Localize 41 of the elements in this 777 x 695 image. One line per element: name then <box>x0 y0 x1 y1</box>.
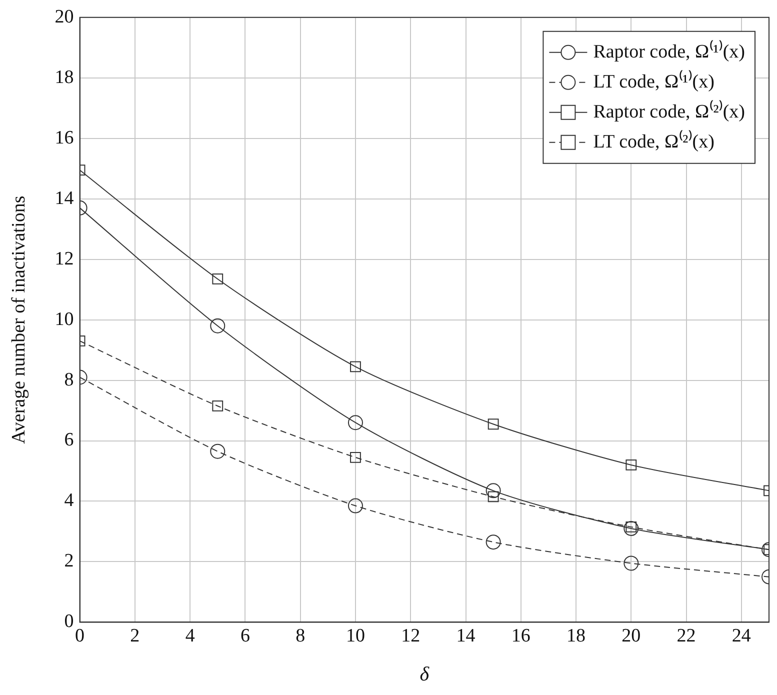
x-tick-label: 16 <box>511 626 530 647</box>
y-tick-label: 6 <box>64 430 74 451</box>
x-tick-label: 2 <box>130 626 140 647</box>
point <box>212 400 224 412</box>
point <box>210 444 226 459</box>
x-tick-label: 10 <box>346 626 365 647</box>
point <box>488 491 499 502</box>
legend-label: Raptor code, Ω⁽²⁾(x) <box>593 99 746 122</box>
y-axis-title: Average number of inactivations <box>8 196 30 444</box>
y-tick-label: 10 <box>54 308 74 330</box>
x-tick-label: 12 <box>401 626 420 647</box>
x-tick-label: 6 <box>240 626 250 647</box>
point <box>350 361 361 372</box>
y-tick-label: 14 <box>54 188 74 209</box>
x-tick-label: 4 <box>185 626 196 647</box>
y-tick-label: 0 <box>64 611 74 632</box>
point <box>488 418 499 430</box>
point <box>486 534 501 550</box>
x-tick-label: 22 <box>676 626 696 647</box>
x-tick-label: 24 <box>732 626 752 647</box>
legend-label: LT code, Ω⁽¹⁾(x) <box>593 69 714 92</box>
point <box>210 318 226 334</box>
point <box>348 498 363 514</box>
x-axis-title: δ <box>420 663 430 686</box>
y-tick-label: 12 <box>54 248 74 270</box>
y-tick-label: 16 <box>54 127 74 148</box>
y-tick-label: 8 <box>64 369 74 390</box>
x-tick-label: 14 <box>456 626 476 647</box>
legend-label: Raptor code, Ω⁽¹⁾(x) <box>593 39 746 62</box>
x-tick-label: 8 <box>296 626 306 647</box>
y-tick-label: 18 <box>54 66 74 88</box>
point <box>212 274 224 284</box>
x-tick-label: 18 <box>566 626 586 647</box>
y-tick-label: 20 <box>54 6 74 28</box>
point <box>486 483 501 498</box>
x-tick-label: 20 <box>622 626 641 647</box>
point <box>348 415 363 430</box>
legend-label: LT code, Ω⁽²⁾(x) <box>593 129 714 152</box>
y-tick-label: 4 <box>64 490 74 512</box>
point <box>350 452 361 463</box>
y-tick-label: 2 <box>64 550 74 572</box>
